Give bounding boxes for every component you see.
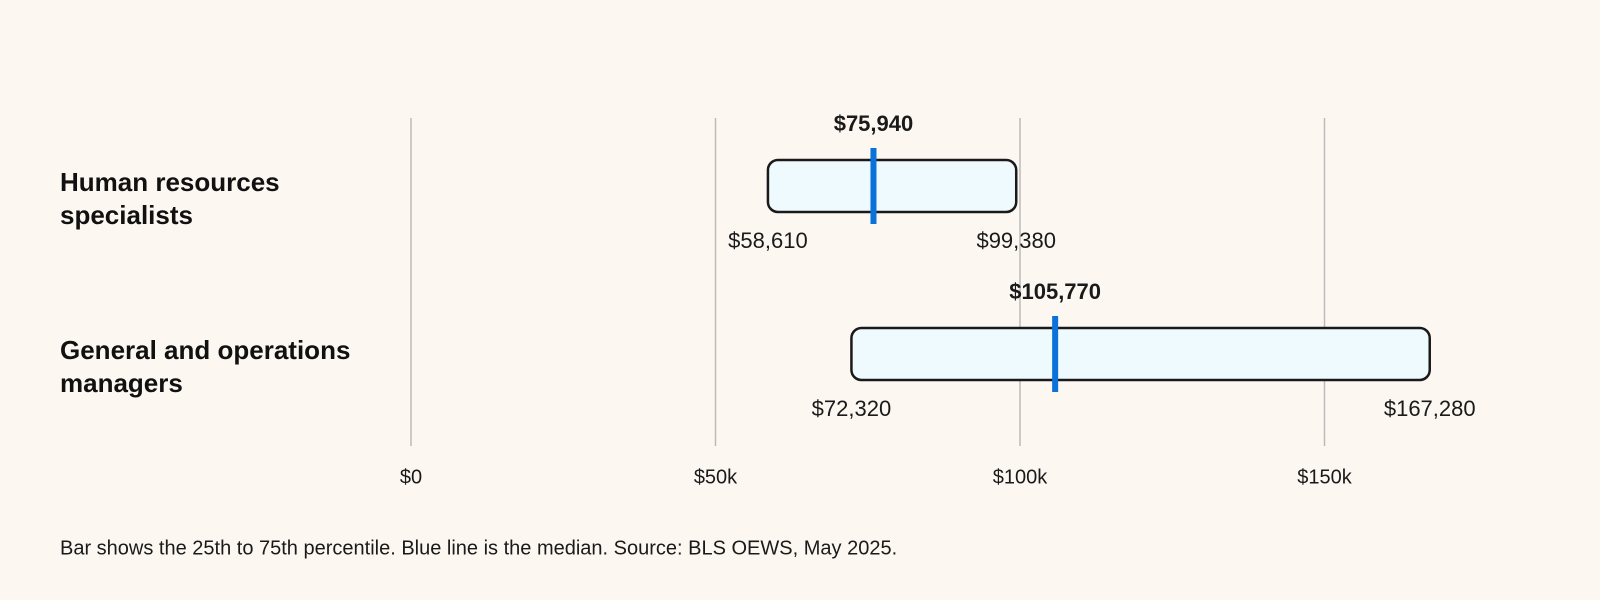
x-tick-label: $150k bbox=[1297, 466, 1352, 488]
category-label: Human resources specialists bbox=[60, 167, 280, 230]
high-label: $167,280 bbox=[1384, 396, 1476, 421]
x-tick-label: $100k bbox=[993, 466, 1048, 488]
high-label: $99,380 bbox=[976, 228, 1056, 253]
range-box bbox=[850, 326, 1431, 382]
low-label: $72,320 bbox=[812, 396, 892, 421]
median-label: $75,940 bbox=[834, 111, 914, 136]
range-box bbox=[766, 158, 1018, 214]
low-label: $58,610 bbox=[728, 228, 808, 253]
x-tick-label: $50k bbox=[694, 466, 738, 488]
category-label: General and operations managers bbox=[60, 335, 351, 398]
median-label: $105,770 bbox=[1009, 279, 1101, 304]
x-tick-label: $0 bbox=[400, 466, 422, 488]
footnote: Bar shows the 25th to 75th percentile. B… bbox=[60, 537, 897, 559]
